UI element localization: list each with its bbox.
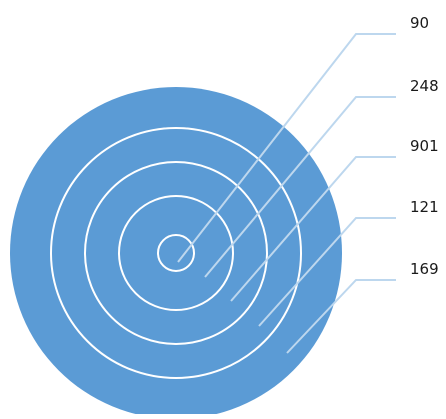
ring-3 [84,161,268,345]
callout-5: 169 [286,260,439,354]
callout-label-1: 90 [410,14,429,32]
callout-line-2 [204,96,396,278]
ring-2 [118,195,234,311]
callout-label-3: 901 [410,137,439,155]
ring-4 [50,127,302,379]
callout-label-2: 248 [410,77,439,95]
callout-line-5 [286,279,396,354]
callout-2: 248 [204,77,439,278]
outer-disc [10,87,342,419]
callout-1: 90 [177,14,429,263]
rings-group [50,127,302,379]
callout-4: 121 [258,198,439,327]
callout-line-4 [258,217,396,327]
callout-line-3 [230,156,396,302]
ring-1 [157,234,195,272]
callout-label-4: 121 [410,198,439,216]
callout-label-5: 169 [410,260,439,278]
callout-line-1 [177,33,396,263]
callout-3: 901 [230,137,439,302]
callouts-group: 90 248 901 121 169 [177,14,439,354]
